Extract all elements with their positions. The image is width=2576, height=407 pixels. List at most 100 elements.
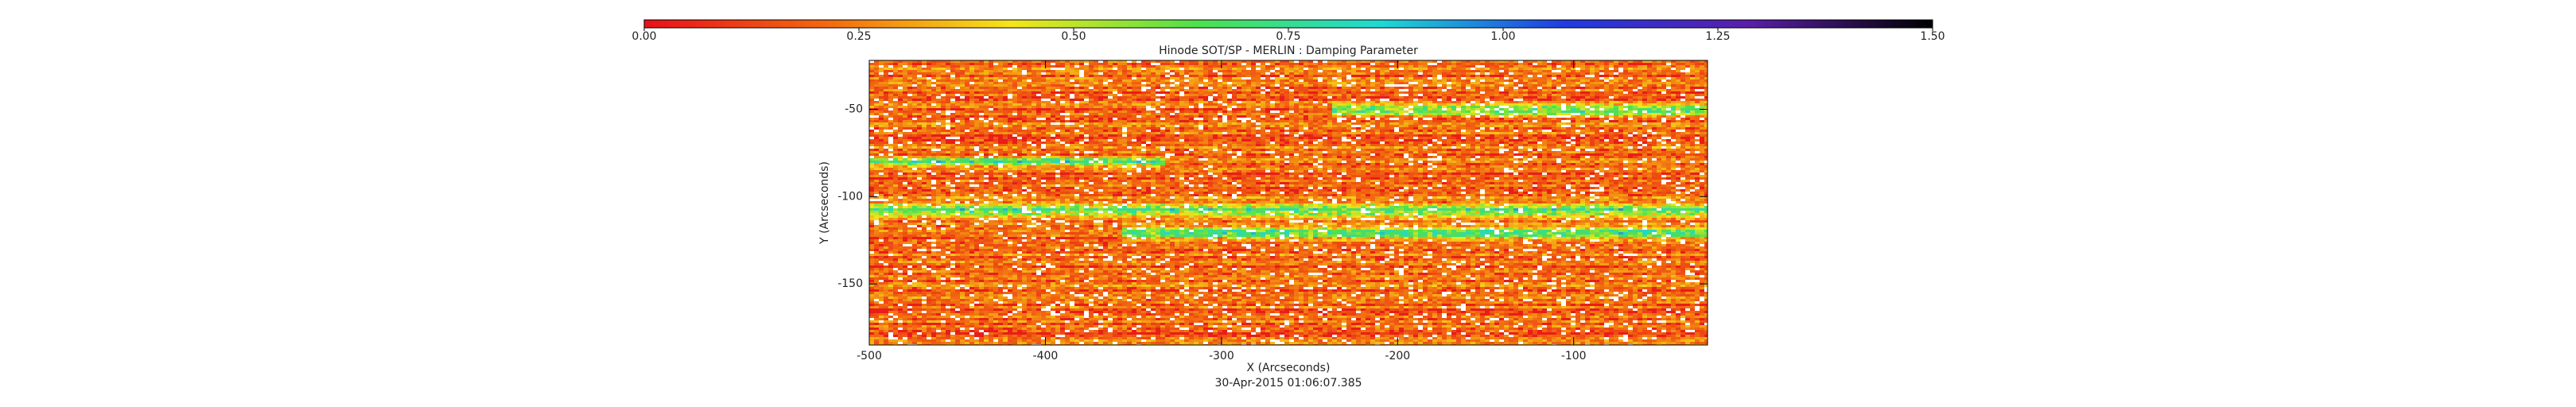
field-cell <box>1361 113 1366 115</box>
field-cell <box>879 99 884 101</box>
field-cell <box>1246 99 1251 101</box>
field-cell <box>1590 130 1595 132</box>
field-cell <box>1576 70 1580 72</box>
field-cell <box>1404 87 1408 89</box>
field-cell <box>917 87 922 89</box>
field-cell <box>1308 79 1313 82</box>
field-cell <box>1513 99 1518 101</box>
field-cell <box>1027 122 1032 125</box>
field-cell <box>941 106 946 108</box>
field-cell <box>1351 127 1356 130</box>
field-cell <box>1275 94 1280 96</box>
field-cell <box>1494 110 1499 113</box>
field-cell <box>1346 99 1351 101</box>
field-cell <box>1518 120 1523 122</box>
field-cell <box>1270 60 1275 63</box>
field-cell <box>1494 82 1499 84</box>
field-cell <box>1156 103 1160 106</box>
field-cell <box>1170 72 1175 75</box>
field-cell <box>1003 103 1008 106</box>
field-cell <box>1022 91 1027 94</box>
field-cell <box>1261 127 1265 130</box>
field-cell <box>1218 77 1222 79</box>
field-cell <box>1461 130 1466 132</box>
field-cell <box>1361 77 1366 79</box>
field-cell <box>1208 82 1213 84</box>
field-cell <box>1199 108 1203 110</box>
field-cell <box>1480 63 1485 65</box>
field-cell <box>879 122 884 125</box>
field-cell <box>1657 77 1661 79</box>
field-cell <box>1032 94 1036 96</box>
field-cell <box>922 118 927 120</box>
field-cell <box>1556 115 1561 118</box>
field-cell <box>1466 89 1471 91</box>
field-cell <box>1251 120 1256 122</box>
field-cell <box>1466 96 1471 99</box>
field-cell <box>1700 103 1704 106</box>
field-cell <box>946 127 950 130</box>
field-cell <box>941 96 946 99</box>
field-cell <box>1399 72 1404 75</box>
field-cell <box>1499 99 1504 101</box>
field-cell <box>1270 87 1275 89</box>
field-cell <box>1418 63 1423 65</box>
field-cell <box>1442 63 1447 65</box>
field-cell <box>1375 79 1380 82</box>
field-cell <box>1237 113 1241 115</box>
field-cell <box>1609 113 1614 115</box>
field-cell <box>1595 94 1599 96</box>
field-cell <box>1332 108 1337 110</box>
field-cell <box>1232 70 1237 72</box>
field-cell <box>1055 84 1060 87</box>
field-cell <box>1032 87 1036 89</box>
field-cell <box>1666 94 1671 96</box>
field-cell <box>1466 60 1471 63</box>
field-cell <box>1299 72 1304 75</box>
field-cell <box>1432 118 1437 120</box>
field-cell <box>1113 72 1117 75</box>
field-cell <box>1175 110 1179 113</box>
field-cell <box>912 68 917 70</box>
field-cell <box>1385 110 1389 113</box>
field-cell <box>1556 79 1561 82</box>
field-cell <box>912 127 917 130</box>
field-cell <box>1327 113 1332 115</box>
field-cell <box>1590 70 1595 72</box>
field-cell <box>1413 108 1418 110</box>
field-cell <box>1423 130 1428 132</box>
field-cell <box>1633 103 1638 106</box>
field-cell <box>931 110 936 113</box>
field-cell <box>941 63 946 65</box>
field-cell <box>1480 77 1485 79</box>
field-cell <box>1628 68 1633 70</box>
field-cell <box>1580 63 1585 65</box>
field-cell <box>1280 122 1284 125</box>
field-cell <box>1299 115 1304 118</box>
field-cell <box>874 82 879 84</box>
field-cell <box>1408 75 1413 77</box>
field-cell <box>1408 70 1413 72</box>
field-cell <box>1408 84 1413 87</box>
field-cell <box>1680 70 1685 72</box>
field-cell <box>917 106 922 108</box>
field-cell <box>1561 108 1566 110</box>
field-cell <box>1184 68 1189 70</box>
field-cell <box>1113 84 1117 87</box>
field-cell <box>1456 96 1461 99</box>
field-cell <box>912 70 917 72</box>
field-cell <box>1098 122 1103 125</box>
field-cell <box>1604 122 1609 125</box>
field-cell <box>1366 72 1370 75</box>
field-cell <box>1103 99 1108 101</box>
field-cell <box>1418 72 1423 75</box>
field-cell <box>1595 82 1599 84</box>
field-cell <box>1366 122 1370 125</box>
field-cell <box>1480 70 1485 72</box>
field-cell <box>1518 91 1523 94</box>
field-cell <box>965 70 969 72</box>
field-cell <box>1504 122 1509 125</box>
field-cell <box>1671 108 1676 110</box>
field-cell <box>1261 68 1265 70</box>
field-cell <box>950 106 955 108</box>
